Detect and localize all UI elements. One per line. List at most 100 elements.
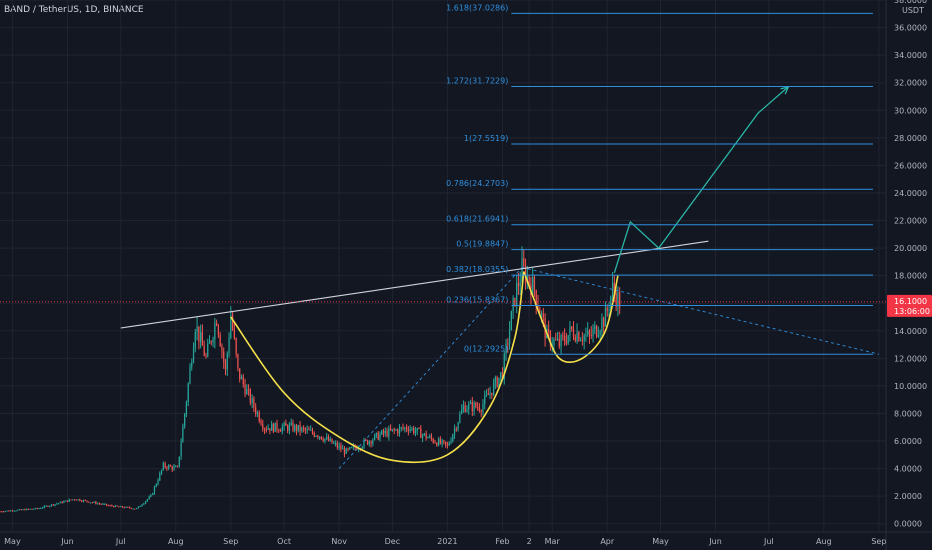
candle-body	[315, 435, 317, 437]
time-tick-label: May	[652, 537, 669, 546]
price-tick-label: 6.0000	[894, 437, 922, 446]
candle-body	[27, 508, 30, 510]
price-tick-label: 14.0000	[894, 327, 927, 336]
time-tick-label: Aug	[816, 537, 832, 546]
candle-body	[430, 436, 433, 439]
candle-body	[617, 292, 619, 307]
candle-body	[374, 434, 376, 440]
candle-body	[272, 423, 275, 432]
candle-body	[292, 422, 294, 431]
candle-body	[432, 438, 434, 443]
candle-body	[549, 332, 552, 347]
candle-body	[150, 494, 152, 497]
candle-body	[480, 410, 482, 413]
candle-body	[487, 394, 489, 396]
candle-body	[283, 423, 285, 427]
candle-body	[608, 309, 610, 311]
candle-body	[75, 499, 77, 501]
candle-body	[606, 308, 608, 311]
price-unit-label: USDT	[902, 6, 924, 15]
candle-body	[469, 402, 472, 404]
candle-body	[352, 445, 354, 448]
candle-body	[372, 439, 374, 444]
neckline	[120, 240, 709, 329]
candle-body	[437, 438, 440, 446]
fib-level-label: 0.618(21.6941)	[446, 215, 508, 224]
candle-body	[512, 297, 514, 311]
candle-body	[318, 436, 321, 438]
candle-body	[400, 427, 402, 429]
candle-body	[189, 366, 191, 384]
candle-body	[249, 389, 251, 403]
candle-body	[457, 422, 459, 430]
candle-body	[345, 448, 347, 454]
candle-body	[313, 433, 315, 437]
candle-body	[121, 506, 124, 508]
candle-body	[365, 439, 367, 441]
candle-body	[434, 442, 436, 444]
price-tick-label: 22.0000	[894, 217, 927, 226]
candle-body	[342, 448, 344, 450]
fib-level-label: 0(12.2925)	[464, 344, 508, 353]
candle-body	[411, 427, 413, 430]
candle-body	[123, 507, 125, 509]
candle-body	[572, 329, 575, 338]
candle-body	[20, 509, 22, 511]
candle-body	[301, 427, 303, 432]
candles	[0, 246, 621, 513]
candle-body	[519, 281, 521, 287]
price-tick-label: 36.0000	[894, 24, 927, 33]
candle-body	[219, 334, 221, 347]
candle-body	[329, 438, 331, 441]
candle-body	[160, 469, 163, 474]
candle-body	[571, 326, 573, 330]
candle-body	[34, 508, 37, 510]
price-tick-label: 38.0000	[894, 0, 927, 5]
price-tick-label: 34.0000	[894, 51, 927, 60]
candle-body	[420, 428, 422, 438]
price-tick-label: 28.0000	[894, 134, 927, 143]
candle-body	[194, 331, 196, 349]
candle-body	[542, 313, 544, 318]
candle-body	[326, 436, 328, 439]
candle-body	[533, 277, 536, 291]
candle-body	[450, 441, 452, 444]
candle-body	[136, 508, 138, 510]
candle-body	[508, 330, 511, 345]
candle-body	[93, 501, 95, 503]
candle-body	[26, 508, 28, 511]
time-tick-label: Sep	[871, 537, 886, 546]
candle-body	[178, 456, 180, 467]
candle-body	[175, 466, 177, 468]
candle-body	[304, 428, 307, 431]
candle-body	[171, 466, 173, 470]
time-axis[interactable]: May Jun Jul Aug Sep Oct Nov Dec 2021 Feb 2 Mar Apr Ma…	[0, 531, 932, 546]
candle-body	[587, 330, 589, 335]
price-tick-label: 0.0000	[894, 520, 922, 529]
last-price-countdown: 13:06:00	[894, 307, 930, 316]
time-tick-label: Jul	[763, 537, 774, 546]
candle-body	[581, 339, 584, 341]
candle-body	[157, 480, 159, 485]
candle-body	[184, 413, 186, 427]
candle-body	[535, 290, 537, 306]
candle-body	[462, 405, 465, 410]
candle-body	[317, 435, 319, 438]
candle-body	[239, 368, 241, 380]
candle-body	[503, 353, 505, 379]
candle-body	[393, 429, 395, 431]
candle-body	[2, 511, 5, 513]
candle-body	[196, 326, 198, 332]
candle-body	[562, 335, 564, 337]
drawings	[120, 85, 880, 469]
candle-body	[50, 504, 53, 506]
candle-body	[404, 427, 406, 429]
candle-body	[45, 505, 47, 507]
candle-body	[231, 315, 234, 329]
candle-body	[66, 500, 69, 502]
time-tick-label: Aug	[168, 537, 184, 546]
candle-body	[579, 339, 582, 341]
dashed-trend-descending	[521, 266, 880, 355]
